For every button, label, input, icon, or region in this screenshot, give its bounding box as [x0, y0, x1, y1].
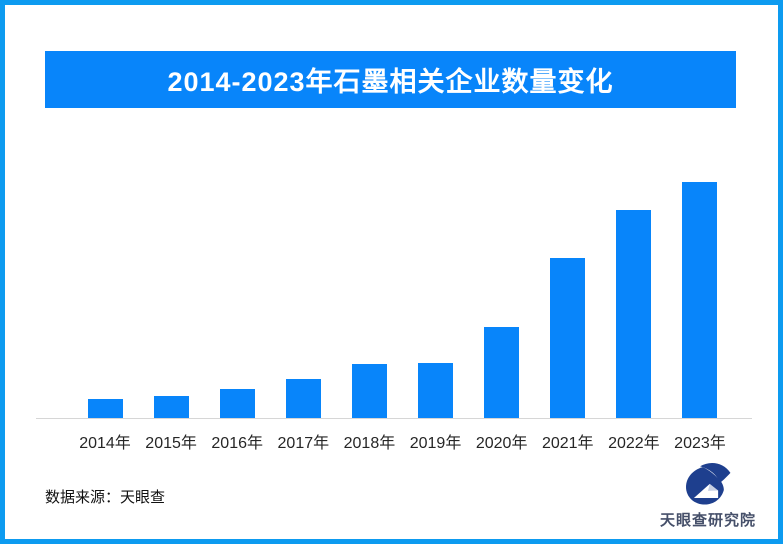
- x-axis-label: 2017年: [277, 435, 330, 452]
- logo-text: 天眼查研究院: [659, 512, 756, 529]
- bar-cell-2016年: [206, 178, 268, 418]
- data-source-label: 数据来源：天眼查: [45, 489, 166, 506]
- logo: 天眼查研究院: [652, 461, 764, 530]
- bar: [219, 389, 255, 418]
- bar-cell-2021年: [537, 178, 599, 418]
- x-axis-label: 2022年: [608, 435, 660, 452]
- x-axis-labels: 2014年 2015年 2016年 2017年 2018年 2019年 2020年 2021年…: [74, 429, 731, 453]
- bar-cell-2020年: [471, 178, 533, 418]
- bar-cell-2019年: [405, 178, 467, 418]
- x-axis-label: 2020年: [475, 435, 528, 452]
- bar-cell-2022年: [603, 178, 665, 418]
- bar-chart-plot-area: [74, 178, 731, 418]
- x-axis-label: 2018年: [343, 435, 396, 452]
- bar: [153, 396, 189, 418]
- tianyancha-logo-icon: [686, 462, 731, 505]
- bar: [87, 399, 123, 418]
- bar: [616, 210, 652, 418]
- bar-cell-2018年: [338, 178, 400, 418]
- x-axis-line: [36, 418, 752, 419]
- page-title: 2014-2023年石墨相关企业数量变化: [167, 67, 614, 97]
- bar: [418, 363, 454, 418]
- bar-cell-2017年: [272, 178, 334, 418]
- bar-cell-2014年: [74, 178, 136, 418]
- x-axis-label: 2016年: [211, 435, 264, 452]
- bar: [285, 379, 321, 418]
- x-axis-label: 2014年: [79, 435, 131, 452]
- bar-cell-2023年: [669, 178, 731, 418]
- x-axis-label: 2019年: [409, 435, 462, 452]
- bar-cell-2015年: [140, 178, 202, 418]
- chart-title-banner: 2014-2023年石墨相关企业数量变化: [45, 51, 736, 108]
- x-axis-label: 2015年: [145, 435, 197, 452]
- bar: [484, 327, 520, 418]
- bar: [550, 258, 586, 418]
- x-axis-label: 2021年: [541, 435, 594, 452]
- bar: [682, 182, 718, 418]
- x-axis-label: 2023年: [674, 435, 726, 452]
- bar: [351, 364, 387, 418]
